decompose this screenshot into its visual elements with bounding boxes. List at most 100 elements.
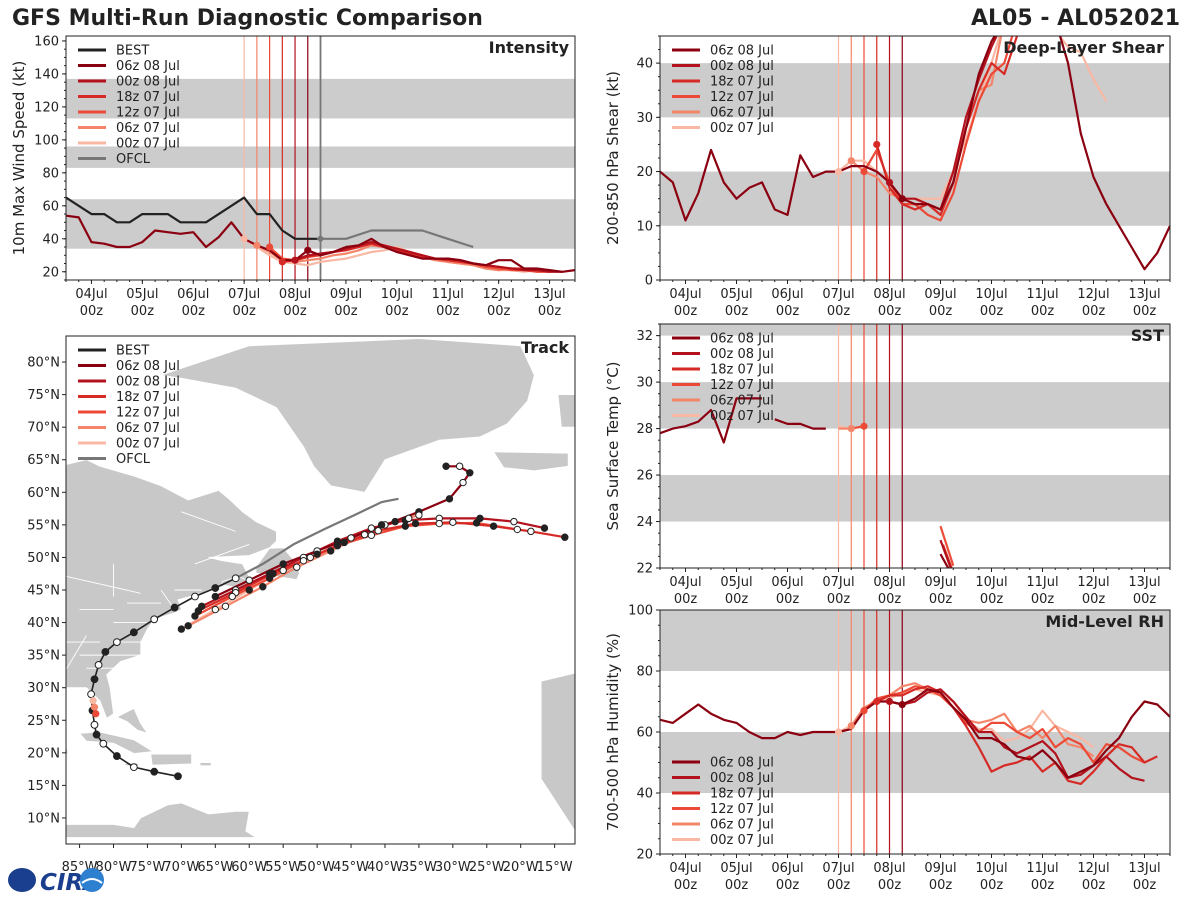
- best-point: [90, 675, 99, 684]
- y-axis-label: 700-500 hPa Humidity (%): [604, 633, 622, 831]
- plot-area: [660, 36, 1170, 280]
- y-tick-label: 26: [636, 469, 653, 484]
- track-point: [293, 563, 301, 571]
- y-tick-label: 50°N: [27, 551, 60, 566]
- track-point: [279, 560, 287, 568]
- track-point: [442, 462, 450, 470]
- x-tick-label-date: 12Jul: [483, 287, 515, 302]
- border-line: [194, 543, 250, 565]
- init-marker: [847, 722, 855, 730]
- shade-band: [660, 324, 1170, 336]
- best-point: [90, 720, 99, 729]
- land-polygon: [199, 762, 212, 767]
- land-polygon: [160, 338, 535, 493]
- y-tick-label: 24: [636, 515, 653, 530]
- x-tick-label-hour: 00z: [776, 878, 800, 893]
- y-tick-label: 120: [34, 100, 59, 115]
- x-tick-label-date: 12Jul: [1077, 575, 1109, 590]
- x-tick-label: 60°W: [231, 860, 267, 875]
- track-point: [333, 542, 342, 550]
- logo-wave-icon: [81, 878, 103, 884]
- init-marker: [90, 703, 99, 711]
- init-marker: [278, 258, 286, 266]
- x-tick-label-date: 04Jul: [669, 575, 701, 590]
- x-tick-label-date: 12Jul: [1077, 287, 1109, 302]
- x-tick-label-hour: 00z: [1133, 304, 1157, 319]
- x-tick-label: 30°W: [435, 860, 471, 875]
- y-tick-label: 70°N: [27, 421, 60, 436]
- track-point: [401, 522, 410, 530]
- y-tick-label: 80: [42, 166, 59, 181]
- ofcl-line: [320, 229, 474, 249]
- track-point: [489, 522, 498, 530]
- init-marker: [847, 157, 855, 165]
- series-line: [939, 553, 950, 568]
- y-tick-label: 10°N: [27, 811, 60, 826]
- land-polygon: [540, 672, 575, 832]
- track-point: [561, 533, 569, 541]
- y-tick-label: 60°N: [27, 486, 60, 501]
- shade-band: [660, 63, 1170, 118]
- legend-label: 00z 08 Jul: [710, 59, 774, 74]
- y-tick-label: 40: [42, 232, 59, 247]
- x-tick-label: 55°W: [265, 860, 301, 875]
- legend-label: 00z 07 Jul: [116, 437, 180, 452]
- legend-label: 12z 07 Jul: [116, 406, 180, 421]
- x-tick-label-date: 09Jul: [924, 287, 956, 302]
- x-tick-label-date: 11Jul: [432, 287, 464, 302]
- best-point: [113, 752, 121, 760]
- track-point: [299, 556, 308, 565]
- x-tick-label-date: 07Jul: [822, 575, 854, 590]
- track-point: [221, 602, 230, 610]
- x-tick-label: 45°W: [333, 860, 369, 875]
- track-point: [445, 495, 454, 503]
- y-tick-label: 10: [636, 219, 653, 234]
- x-tick-label-date: 07Jul: [822, 287, 854, 302]
- panel-title: Mid-Level RH: [1045, 612, 1164, 631]
- track-point: [211, 592, 220, 601]
- x-tick-label-date: 11Jul: [1026, 575, 1058, 590]
- legend-label: 06z 08 Jul: [116, 59, 180, 74]
- legend-label: 12z 07 Jul: [710, 378, 774, 393]
- x-tick-label-hour: 00z: [929, 304, 953, 319]
- best-point: [129, 628, 138, 637]
- track-point: [472, 519, 481, 527]
- best-point: [101, 647, 110, 656]
- init-marker: [92, 710, 100, 718]
- track-point: [527, 527, 535, 536]
- legend-label: 00z 07 Jul: [710, 833, 774, 848]
- x-tick-label-hour: 00z: [827, 592, 851, 607]
- x-tick-label-hour: 00z: [1031, 592, 1055, 607]
- best-point: [174, 772, 182, 781]
- x-tick-label: 20°W: [503, 860, 539, 875]
- track-point: [415, 511, 423, 519]
- x-tick-label: 65°W: [197, 860, 233, 875]
- legend-label: 00z 08 Jul: [116, 75, 180, 90]
- init-marker: [885, 178, 894, 186]
- track-point: [279, 566, 287, 575]
- y-tick-label: 75°N: [27, 388, 60, 403]
- x-tick-label-hour: 00z: [487, 304, 511, 319]
- x-tick-label-hour: 00z: [776, 304, 800, 319]
- x-tick-label-hour: 00z: [674, 592, 698, 607]
- x-tick-label-date: 04Jul: [75, 287, 107, 302]
- legend-label: 06z 07 Jul: [116, 121, 180, 136]
- legend-label: 18z 07 Jul: [710, 787, 774, 802]
- y-tick-label: 30: [636, 111, 653, 126]
- x-tick-label-hour: 00z: [1133, 878, 1157, 893]
- y-tick-label: 65°N: [27, 453, 60, 468]
- x-tick-label-date: 04Jul: [669, 861, 701, 876]
- y-tick-label: 100: [628, 604, 653, 619]
- series-line: [863, 685, 1145, 764]
- x-tick-label-hour: 00z: [131, 304, 155, 319]
- x-tick-label-hour: 00z: [929, 878, 953, 893]
- legend-label: BEST: [116, 44, 149, 59]
- y-tick-label: 20: [42, 265, 59, 280]
- init-marker: [240, 235, 248, 243]
- x-tick-label-hour: 00z: [334, 304, 358, 319]
- x-tick-label-date: 10Jul: [975, 575, 1007, 590]
- legend-label: 00z 08 Jul: [710, 347, 774, 362]
- track-point: [245, 586, 253, 594]
- best-point: [170, 603, 179, 612]
